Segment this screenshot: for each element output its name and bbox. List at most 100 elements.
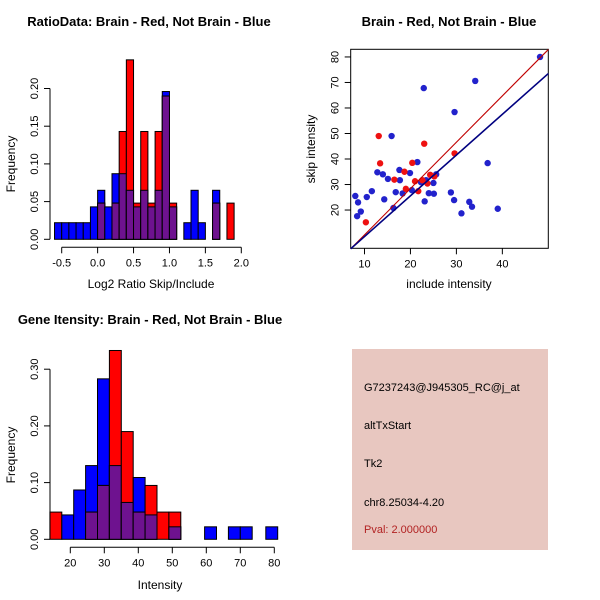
hist-bar-overlap bbox=[161, 95, 170, 240]
plot-box bbox=[350, 48, 549, 249]
gene-intensity-histogram-chart: 20 30 40 50 60 70 80 0.00 0.10 0.20 0.30 Gene Iten… bbox=[4, 312, 282, 592]
scatter-point-blue bbox=[450, 196, 458, 204]
ratio-histogram-title: RatioData: Brain - Red, Not Brain - Blue bbox=[27, 14, 270, 29]
gene-intensity-histogram-panel: 20 30 40 50 60 70 80 0.00 0.10 0.20 0.30 Gene Iten… bbox=[0, 300, 300, 600]
scatter-point-red bbox=[391, 176, 398, 183]
y-tick-label: 50 bbox=[330, 127, 342, 139]
scatter-point-red bbox=[402, 185, 410, 193]
hist-bar-overlap bbox=[85, 511, 98, 540]
x-tick-label: 30 bbox=[98, 557, 110, 569]
hist-bar-overlap bbox=[108, 465, 122, 540]
hist-bar-overlap bbox=[120, 501, 134, 540]
hist-bar-overlap bbox=[133, 206, 142, 240]
ratio-histogram-xlabel: Log2 Ratio Skip/Include bbox=[88, 277, 215, 291]
scatter-point-blue bbox=[466, 198, 473, 206]
ratio-histogram-ylabel: Frequency bbox=[4, 136, 18, 193]
scatter-title: Brain - Red, Not Brain - Blue bbox=[362, 14, 537, 29]
hist-bar-overlap bbox=[132, 511, 146, 540]
scatter-point-blue bbox=[421, 198, 428, 205]
x-tick-label: 1.0 bbox=[162, 257, 177, 269]
hist-bar-overlap bbox=[111, 202, 120, 240]
probe-id-text: G7237243@J945305_RC@j_at bbox=[364, 382, 520, 394]
scatter-point-red bbox=[431, 173, 438, 180]
y-tick-label: 0.10 bbox=[29, 472, 41, 493]
hist-bar-overlap bbox=[212, 202, 221, 240]
hist-bar-blue bbox=[227, 526, 241, 540]
hist-bar-blue bbox=[265, 526, 279, 540]
scatter-point-blue bbox=[420, 84, 427, 92]
y-tick-label: 0.30 bbox=[29, 358, 41, 379]
hist-bar-overlap bbox=[118, 173, 127, 240]
x-tick-label: 40 bbox=[496, 258, 508, 270]
hist-bar-blue bbox=[73, 489, 87, 540]
x-tick-label: -0.5 bbox=[52, 257, 71, 269]
hist-bar-blue bbox=[61, 514, 75, 540]
scatter-point-blue bbox=[384, 175, 392, 183]
hist-bar-overlap bbox=[168, 526, 182, 540]
scatter-point-blue bbox=[353, 212, 361, 220]
scatter-point-blue bbox=[379, 171, 387, 178]
scatter-point-blue bbox=[484, 159, 491, 167]
scatter-point-blue bbox=[368, 187, 376, 195]
scatter-point-blue bbox=[392, 188, 399, 196]
hist-bar-blue bbox=[54, 222, 63, 240]
scatter-point-blue bbox=[472, 77, 479, 85]
x-tick-label: 20 bbox=[64, 557, 76, 569]
event-type-text: altTxStart bbox=[364, 420, 412, 432]
hist-bar-blue bbox=[183, 222, 192, 240]
scatter-point-blue bbox=[451, 108, 458, 116]
x-tick-label: 10 bbox=[358, 258, 370, 270]
y-tick-label: 0.00 bbox=[29, 529, 41, 550]
hist-bar-overlap bbox=[97, 202, 106, 240]
gene-info-panel: G7237243@J945305_RC@j_at altTxStart Tk2 … bbox=[352, 349, 548, 550]
gene-histogram-xlabel: Intensity bbox=[138, 578, 183, 592]
hist-bar-red bbox=[49, 511, 63, 540]
x-tick-label: 30 bbox=[450, 258, 462, 270]
x-tick-label: 60 bbox=[200, 557, 212, 569]
scatter-point-red bbox=[421, 140, 428, 147]
locus-text: chr8.25034-4.20 bbox=[364, 497, 445, 509]
hist-bar-overlap bbox=[147, 206, 156, 240]
scatter-point-red bbox=[362, 219, 370, 226]
hist-bar-blue bbox=[197, 222, 206, 240]
scatter-point-blue bbox=[468, 203, 476, 210]
hist-bar-overlap bbox=[154, 189, 163, 240]
hist-bar-blue bbox=[89, 206, 99, 240]
hist-bar-blue bbox=[68, 222, 77, 240]
scatter-point-blue bbox=[447, 189, 455, 196]
scatter-point-red bbox=[401, 168, 408, 175]
scatter-point-blue bbox=[406, 169, 414, 177]
x-tick-label: 2.0 bbox=[234, 257, 249, 269]
y-tick-label: 0.20 bbox=[29, 415, 41, 436]
scatter-point-blue bbox=[430, 179, 437, 187]
x-tick-label: 20 bbox=[404, 258, 416, 270]
scatter-point-blue bbox=[363, 193, 370, 201]
scatter-point-red bbox=[376, 160, 384, 167]
y-tick-label: 0.00 bbox=[29, 229, 41, 250]
scatter-point-blue bbox=[381, 196, 388, 203]
brain-fit-line bbox=[350, 49, 549, 250]
scatter-point-red bbox=[409, 159, 416, 167]
notbrain-fit-line bbox=[350, 72, 549, 250]
scatter-point-blue bbox=[494, 205, 501, 212]
scatter-ylabel: skip intensity bbox=[304, 115, 318, 184]
hist-bar-red bbox=[226, 202, 235, 240]
hist-bar-overlap bbox=[168, 206, 178, 240]
pval-text: Pval: 2.000000 bbox=[364, 524, 438, 536]
y-tick-label: 40 bbox=[330, 153, 342, 165]
ratio-histogram-panel: -0.5 0.0 0.5 1.0 1.5 2.0 0.00 0.05 0.10 0.15 0.20 … bbox=[0, 0, 300, 300]
y-tick-label: 70 bbox=[330, 76, 342, 88]
hist-bar-overlap bbox=[97, 484, 110, 540]
scatter-point-blue bbox=[414, 158, 421, 166]
y-tick-label: 60 bbox=[330, 102, 342, 114]
x-tick-label: 0.0 bbox=[90, 257, 105, 269]
y-tick-label: 80 bbox=[330, 51, 342, 63]
scatter-point-blue bbox=[536, 53, 544, 61]
intensity-scatter-chart: 10 20 30 40 20 30 40 50 60 70 80 Brain - Red, Not … bbox=[304, 14, 549, 291]
scatter-point-blue bbox=[430, 190, 438, 197]
scatter-point-blue bbox=[396, 166, 403, 174]
hist-bar-blue bbox=[239, 526, 253, 540]
y-tick-label: 0.10 bbox=[29, 153, 41, 174]
hist-bar-red bbox=[156, 511, 170, 540]
